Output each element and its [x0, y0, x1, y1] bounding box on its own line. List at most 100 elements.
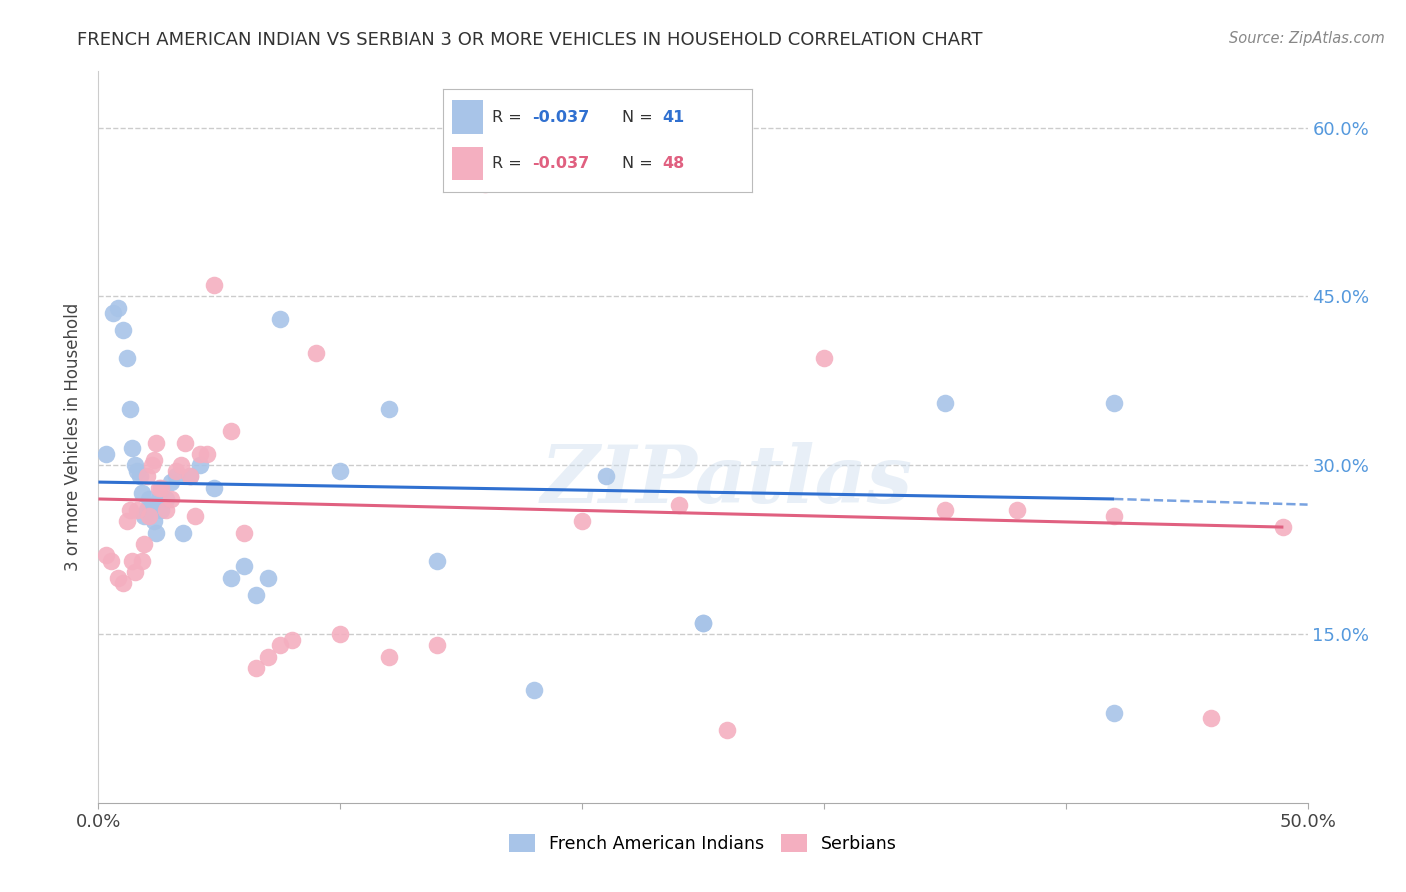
Point	[188, 458, 211, 473]
Point	[256, 571, 278, 585]
Point	[135, 469, 157, 483]
FancyBboxPatch shape	[453, 101, 484, 135]
Point	[269, 638, 291, 652]
Point	[595, 469, 617, 483]
Point	[100, 554, 122, 568]
Point	[143, 515, 166, 529]
Point	[232, 525, 254, 540]
Point	[1102, 396, 1125, 410]
Point	[118, 401, 141, 416]
Point	[204, 278, 226, 293]
Point	[107, 571, 129, 585]
Point	[138, 508, 160, 523]
Point	[934, 396, 956, 410]
Point	[1272, 520, 1295, 534]
Point	[184, 508, 207, 523]
Point	[1007, 503, 1029, 517]
Y-axis label: 3 or more Vehicles in Household: 3 or more Vehicles in Household	[65, 303, 83, 571]
Text: -0.037: -0.037	[533, 156, 591, 171]
Point	[1102, 508, 1125, 523]
Point	[377, 649, 399, 664]
Point	[111, 576, 134, 591]
Point	[474, 177, 496, 191]
Point	[377, 401, 399, 416]
Point	[329, 464, 352, 478]
Point	[160, 491, 183, 506]
Point	[127, 464, 149, 478]
Point	[141, 458, 163, 473]
Point	[160, 475, 183, 489]
Point	[1199, 711, 1222, 725]
Text: R =: R =	[492, 156, 527, 171]
Point	[155, 503, 177, 517]
Point	[426, 638, 449, 652]
Point	[523, 683, 546, 698]
Point	[172, 525, 194, 540]
Point	[281, 632, 304, 647]
Point	[692, 615, 714, 630]
Point	[127, 503, 149, 517]
Text: N =: N =	[623, 156, 658, 171]
Point	[121, 442, 143, 456]
Point	[94, 548, 117, 562]
Point	[117, 515, 139, 529]
Point	[221, 571, 243, 585]
Point	[135, 503, 157, 517]
Text: -0.037: -0.037	[533, 110, 591, 125]
Point	[169, 458, 191, 473]
Legend: French American Indians, Serbians: French American Indians, Serbians	[502, 827, 904, 860]
Point	[245, 661, 267, 675]
Point	[221, 425, 243, 439]
Text: R =: R =	[492, 110, 527, 125]
Point	[668, 498, 690, 512]
Point	[1102, 706, 1125, 720]
Point	[150, 503, 173, 517]
Point	[426, 554, 449, 568]
Point	[128, 469, 150, 483]
Point	[329, 627, 352, 641]
Point	[134, 537, 156, 551]
Point	[813, 351, 835, 366]
Point	[148, 491, 170, 506]
Text: ZIPatlas: ZIPatlas	[541, 442, 914, 520]
Text: N =: N =	[623, 110, 658, 125]
Text: FRENCH AMERICAN INDIAN VS SERBIAN 3 OR MORE VEHICLES IN HOUSEHOLD CORRELATION CH: FRENCH AMERICAN INDIAN VS SERBIAN 3 OR M…	[77, 31, 983, 49]
Point	[188, 447, 211, 461]
Point	[204, 481, 226, 495]
Point	[692, 615, 714, 630]
Point	[138, 491, 160, 506]
Point	[124, 565, 146, 579]
Point	[155, 491, 177, 506]
Point	[179, 469, 201, 483]
Point	[716, 723, 738, 737]
Point	[174, 435, 197, 450]
Point	[165, 469, 187, 483]
Point	[245, 588, 267, 602]
FancyBboxPatch shape	[453, 146, 484, 180]
Text: 48: 48	[662, 156, 685, 171]
Point	[145, 435, 167, 450]
Point	[111, 323, 134, 337]
Point	[195, 447, 218, 461]
Point	[107, 301, 129, 315]
Point	[124, 458, 146, 473]
Point	[134, 508, 156, 523]
Point	[305, 345, 328, 359]
Point	[145, 525, 167, 540]
Point	[256, 649, 278, 664]
Point	[232, 559, 254, 574]
Text: 41: 41	[662, 110, 685, 125]
Point	[121, 554, 143, 568]
Point	[131, 486, 153, 500]
Point	[269, 312, 291, 326]
Point	[165, 464, 187, 478]
Point	[571, 515, 593, 529]
Point	[179, 469, 201, 483]
Point	[118, 503, 141, 517]
Point	[143, 452, 166, 467]
Point	[101, 306, 124, 320]
Point	[141, 498, 163, 512]
Point	[150, 481, 173, 495]
Text: Source: ZipAtlas.com: Source: ZipAtlas.com	[1229, 31, 1385, 46]
Point	[131, 554, 153, 568]
